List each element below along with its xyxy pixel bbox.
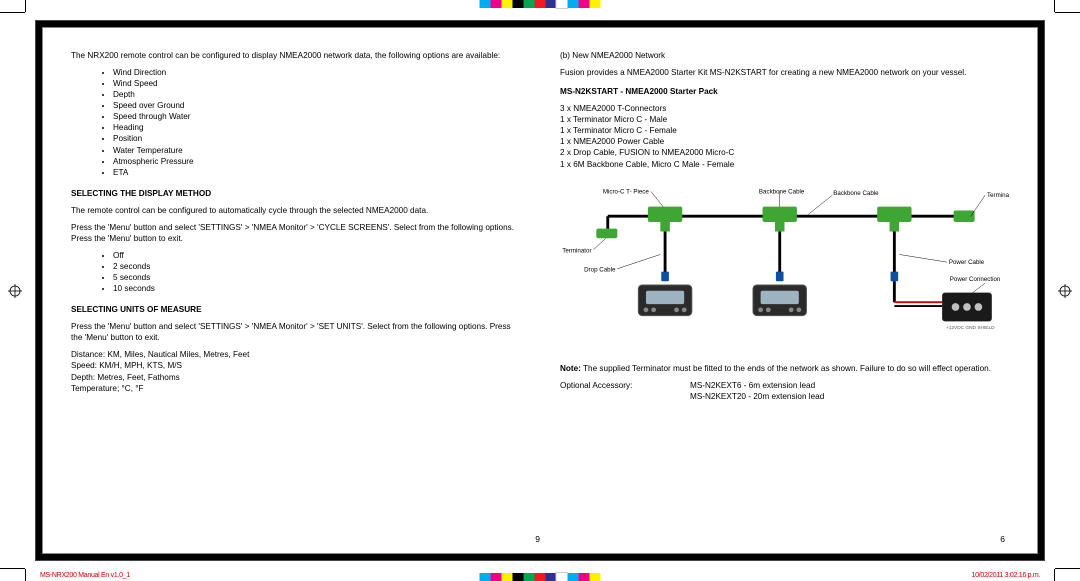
pack-line: 1 x Terminator Micro C - Female bbox=[560, 125, 1009, 136]
terminator-note: Note: The supplied Terminator must be fi… bbox=[560, 363, 1009, 374]
nmea-options-list: Wind DirectionWind SpeedDepthSpeed over … bbox=[71, 67, 520, 178]
svg-text:Power Connection: Power Connection bbox=[950, 276, 1001, 283]
list-item: Speed through Water bbox=[113, 111, 520, 122]
list-item: Water Temperature bbox=[113, 145, 520, 156]
heading-display-method: SELECTING THE DISPLAY METHOD bbox=[71, 188, 520, 199]
pack-line: 3 x NMEA2000 T-Connectors bbox=[560, 103, 1009, 114]
unit-line: Speed: KM/H, MPH, KTS, M/S bbox=[71, 360, 520, 371]
svg-text:Terminator: Terminator bbox=[987, 192, 1009, 199]
new-network-title: (b) New NMEA2000 Network bbox=[560, 50, 1009, 61]
intro-text: The NRX200 remote control can be configu… bbox=[71, 50, 520, 61]
color-registration-bar-top bbox=[480, 0, 601, 8]
list-item: Position bbox=[113, 133, 520, 144]
list-item: 10 seconds bbox=[113, 283, 520, 294]
optional-accessory-items: MS-N2KEXT6 - 6m extension leadMS-N2KEXT2… bbox=[690, 380, 824, 402]
starter-pack-contents: 3 x NMEA2000 T-Connectors1 x Terminator … bbox=[560, 103, 1009, 169]
list-item: 2 seconds bbox=[113, 261, 520, 272]
crop-mark-icon bbox=[1054, 569, 1055, 581]
note-label: Note: bbox=[560, 364, 581, 373]
page-number-left: 9 bbox=[535, 534, 540, 545]
crop-mark-icon bbox=[1055, 12, 1080, 13]
svg-text:Micro-C T- Piece: Micro-C T- Piece bbox=[603, 188, 650, 195]
list-item: Wind Speed bbox=[113, 78, 520, 89]
crop-mark-icon bbox=[0, 12, 25, 13]
pack-line: 2 x Drop Cable, FUSION to NMEA2000 Micro… bbox=[560, 147, 1009, 158]
list-item: Heading bbox=[113, 122, 520, 133]
accessory-line: MS-N2KEXT20 - 20m extension lead bbox=[690, 391, 824, 402]
list-item: Depth bbox=[113, 89, 520, 100]
registration-mark-left-icon bbox=[8, 284, 22, 298]
display-method-steps: Press the 'Menu' button and select 'SETT… bbox=[71, 222, 520, 244]
optional-accessory-row: Optional Accessory: MS-N2KEXT6 - 6m exte… bbox=[560, 380, 1009, 402]
list-item: ETA bbox=[113, 167, 520, 178]
optional-accessory-label: Optional Accessory: bbox=[560, 380, 690, 402]
new-network-desc: Fusion provides a NMEA2000 Starter Kit M… bbox=[560, 67, 1009, 78]
footer-timestamp: 10/02/2011 3:02:16 p.m. bbox=[972, 572, 1040, 579]
unit-line: Distance: KM, Miles, Nautical Miles, Met… bbox=[71, 349, 520, 360]
units-lines: Distance: KM, Miles, Nautical Miles, Met… bbox=[71, 349, 520, 393]
svg-text:Backbone Cable: Backbone Cable bbox=[759, 188, 805, 195]
pack-line: 1 x Terminator Micro C - Male bbox=[560, 114, 1009, 125]
unit-line: Temperature; °C, °F bbox=[71, 383, 520, 394]
units-steps: Press the 'Menu' button and select 'SETT… bbox=[71, 321, 520, 343]
crop-mark-icon bbox=[1055, 568, 1080, 569]
heading-starter-pack: MS-N2KSTART - NMEA2000 Starter Pack bbox=[560, 86, 1009, 97]
accessory-line: MS-N2KEXT6 - 6m extension lead bbox=[690, 380, 824, 391]
page-number-right: 6 bbox=[1000, 534, 1005, 545]
svg-text:+12VDC GND SHIELD: +12VDC GND SHIELD bbox=[946, 325, 995, 331]
crop-mark-icon bbox=[25, 569, 26, 581]
list-item: Wind Direction bbox=[113, 67, 520, 78]
color-registration-bar-bottom bbox=[480, 573, 601, 581]
left-column: The NRX200 remote control can be configu… bbox=[71, 50, 520, 541]
registration-mark-right-icon bbox=[1058, 284, 1072, 298]
list-item: Off bbox=[113, 250, 520, 261]
display-method-desc: The remote control can be configured to … bbox=[71, 205, 520, 216]
right-column: (b) New NMEA2000 Network Fusion provides… bbox=[560, 50, 1009, 541]
svg-text:Power Cable: Power Cable bbox=[949, 259, 985, 266]
page-inner-frame: The NRX200 remote control can be configu… bbox=[42, 27, 1038, 554]
crop-mark-icon bbox=[1054, 0, 1055, 12]
crop-mark-icon bbox=[0, 568, 25, 569]
nmea2000-network-diagram: +12VDC GND SHIELD Micro-C T- Piece Backbon… bbox=[560, 174, 1009, 354]
svg-text:Backbone Cable: Backbone Cable bbox=[833, 190, 879, 197]
pack-line: 1 x 6M Backbone Cable, Micro C Male - Fe… bbox=[560, 159, 1009, 170]
note-text: The supplied Terminator must be fitted t… bbox=[581, 364, 991, 373]
page-outer-frame: The NRX200 remote control can be configu… bbox=[35, 20, 1045, 561]
crop-mark-icon bbox=[25, 0, 26, 12]
heading-units: SELECTING UNITS OF MEASURE bbox=[71, 304, 520, 315]
list-item: 5 seconds bbox=[113, 272, 520, 283]
svg-text:Terminator: Terminator bbox=[562, 247, 591, 254]
cycle-options-list: Off2 seconds5 seconds10 seconds bbox=[71, 250, 520, 294]
svg-text:Drop Cable: Drop Cable bbox=[584, 266, 616, 273]
pack-line: 1 x NMEA2000 Power Cable bbox=[560, 136, 1009, 147]
unit-line: Depth: Metres, Feet, Fathoms bbox=[71, 372, 520, 383]
list-item: Atmospheric Pressure bbox=[113, 156, 520, 167]
list-item: Speed over Ground bbox=[113, 100, 520, 111]
footer-filename: MS-NRX200 Manual En v1.0_1 bbox=[40, 572, 130, 579]
